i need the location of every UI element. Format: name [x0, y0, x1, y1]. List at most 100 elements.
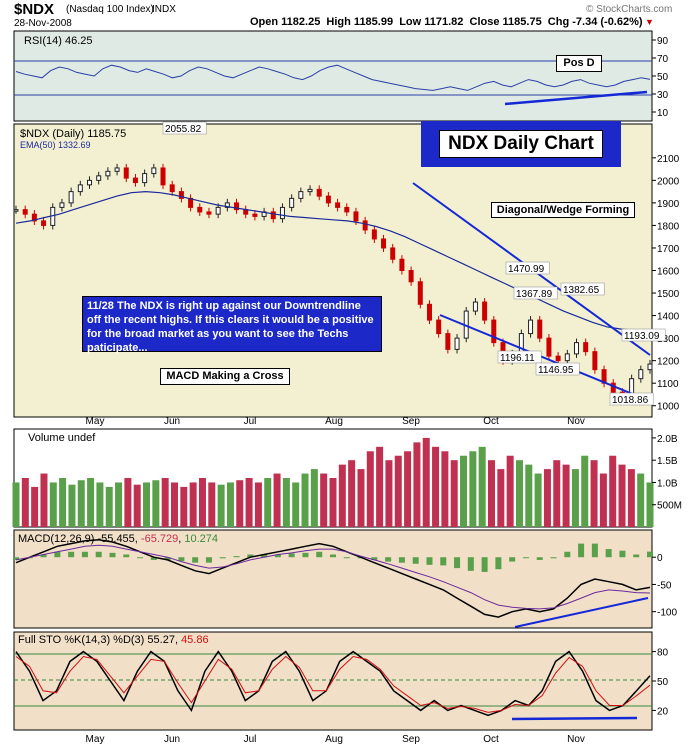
price-callout: 2055.82: [165, 124, 202, 135]
volume-bar: [441, 451, 449, 527]
price-panel: $NDX (Daily) 1185.75 EMA(50) 1332.69 210…: [13, 121, 680, 418]
volume-bar: [506, 455, 514, 527]
macd-histogram-bar: [205, 557, 212, 563]
price-label: $NDX (Daily) 1185.75: [20, 128, 126, 140]
candle-body: [537, 319, 543, 339]
volume-bar: [394, 455, 402, 527]
volume-bar: [12, 482, 20, 527]
macd-histogram-bar: [192, 557, 199, 563]
price-tick-label: 1100: [657, 379, 679, 390]
volume-bar: [478, 446, 486, 527]
volume-bar: [599, 473, 607, 527]
volume-bar: [376, 446, 384, 527]
candle-body: [105, 170, 111, 177]
price-callout: 1196.11: [500, 353, 535, 364]
rsi-line: [15, 64, 651, 91]
macd-histogram-bar: [81, 551, 88, 558]
price-callout-box: [162, 121, 207, 135]
signal-line: [15, 544, 651, 610]
macd-histogram-bar: [647, 551, 653, 558]
volume-bar: [432, 446, 440, 527]
rsi-label: RSI(14) 46.25: [24, 35, 92, 47]
rsi-background: [13, 30, 653, 122]
candle-body: [114, 167, 120, 172]
volume-tick-label: 2.0B: [657, 434, 678, 445]
candle-body: [197, 206, 203, 213]
volume-bar: [115, 482, 123, 527]
rsi-tick-label: 30: [657, 90, 669, 101]
macd-histogram-bar: [178, 557, 185, 562]
price-callout: 1367.89: [516, 289, 553, 300]
volume-bar: [469, 451, 477, 527]
candle-body: [96, 175, 102, 181]
candle-body: [87, 179, 93, 186]
macd-histogram-bar: [605, 549, 612, 558]
volume-bar: [180, 486, 188, 527]
price-tick-label: 1500: [657, 289, 680, 300]
candle-body: [592, 351, 598, 371]
volume-bar: [329, 478, 337, 527]
lower-trendline: [439, 314, 653, 403]
month-label: Sep: [402, 416, 420, 427]
price-tick-label: 1900: [657, 199, 680, 210]
macd-histogram-bar: [454, 557, 461, 569]
month-label: Jun: [164, 416, 180, 427]
macd-histogram-bar: [550, 557, 557, 559]
volume-bar: [49, 482, 57, 527]
date-label: 28-Nov-2008: [14, 18, 72, 29]
volume-bar: [413, 442, 421, 527]
price-callout-box: [560, 282, 605, 296]
volume-bar: [404, 451, 412, 527]
macd-histogram-bar: [219, 557, 226, 559]
candle-body: [252, 213, 258, 217]
rsi-tick-label: 70: [657, 54, 669, 65]
symbol-title: $NDX: [14, 1, 55, 18]
candle-body: [454, 337, 460, 350]
macd-histogram-bar: [371, 557, 378, 560]
macd-histogram-bar: [164, 557, 171, 560]
sto-k-line: [15, 650, 651, 717]
volume-tick-label: 1.5B: [657, 456, 678, 467]
price-callout-box: [513, 286, 558, 300]
macd-tick-label: -100: [657, 608, 677, 619]
sto-d-line: [15, 655, 651, 713]
price-callout-box: [505, 261, 550, 275]
candle-body: [408, 270, 414, 283]
macd-histogram-bar: [398, 557, 405, 563]
volume-bar: [31, 486, 39, 527]
candle-body: [142, 173, 148, 184]
price-tick-label: 1800: [657, 221, 680, 232]
month-label: Nov: [567, 416, 585, 427]
macd-histogram-bar: [150, 557, 157, 560]
candle-body: [289, 197, 295, 208]
candle-body: [528, 319, 534, 335]
wedge-label: Diagonal/Wedge Forming: [491, 202, 635, 218]
candle-body: [426, 303, 432, 321]
macd-histogram-bar: [619, 550, 626, 558]
month-label: Jul: [244, 416, 257, 427]
candle-body: [555, 355, 561, 362]
candle-body: [491, 319, 497, 344]
month-label: Oct: [483, 416, 499, 427]
volume-bar: [161, 478, 169, 527]
candle-body: [279, 206, 285, 220]
volume-tick-label: 1.0B: [657, 478, 678, 489]
volume-label: Volume undef: [28, 432, 96, 444]
macd-histogram-bar: [40, 554, 47, 558]
price-callout: 1470.99: [508, 264, 545, 275]
candle-body: [31, 213, 37, 222]
macd-histogram-bar: [109, 552, 116, 558]
price-tick-label: 1700: [657, 244, 680, 255]
price-tick-label: 1200: [657, 357, 680, 368]
macd-trendline: [514, 597, 649, 628]
volume-bar: [21, 478, 29, 527]
macd-panel: MACD(12,26,9) -55.455, -65.729, 10.274 0…: [13, 529, 677, 629]
volume-bar: [124, 478, 132, 527]
candle-body: [243, 209, 249, 215]
volume-bar: [609, 455, 617, 527]
volume-bar: [105, 486, 113, 527]
macd-line: [15, 539, 651, 618]
volume-bar: [40, 473, 48, 527]
candle-body: [573, 342, 579, 355]
candle-body: [362, 220, 368, 231]
